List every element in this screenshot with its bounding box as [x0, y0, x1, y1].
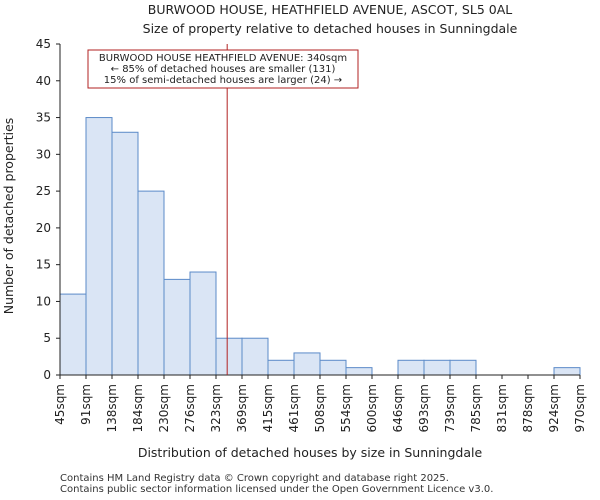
histogram-bar [553, 367, 581, 376]
x-tick-label: 693sqm [417, 384, 431, 432]
annotation-line-1: BURWOOD HOUSE HEATHFIELD AVENUE: 340sqm [99, 53, 347, 64]
histogram-bar [397, 359, 425, 376]
footer-licence: Contains public sector information licen… [60, 484, 494, 495]
x-tick-label: 323sqm [209, 384, 223, 432]
y-axis: 0 5 10 15 20 25 30 35 40 45 [36, 37, 61, 382]
x-tick-label: 739sqm [443, 384, 457, 432]
y-tick-label: 20 [36, 221, 51, 235]
histogram-bar [319, 359, 347, 376]
x-tick-label: 646sqm [391, 384, 405, 432]
x-tick-label: 785sqm [469, 384, 483, 432]
x-tick-label: 970sqm [573, 384, 587, 432]
x-tick-label: 415sqm [261, 384, 275, 432]
footer-copyright: Contains HM Land Registry data © Crown c… [60, 473, 449, 484]
chart-subtitle: Size of property relative to detached ho… [143, 21, 518, 36]
x-tick-label: 878sqm [521, 384, 535, 432]
x-axis: 45sqm 91sqm 138sqm 184sqm 230sqm 276sqm 323sqm… [53, 374, 587, 432]
histogram-bar [267, 359, 295, 376]
x-tick-label: 45sqm [53, 384, 67, 425]
histogram-bar [189, 271, 217, 376]
annotation-line-3: 15% of semi-detached houses are larger (… [104, 75, 342, 86]
x-tick-label: 461sqm [287, 384, 301, 432]
x-tick-label: 276sqm [183, 384, 197, 432]
histogram-bar [163, 278, 191, 376]
x-tick-label: 184sqm [131, 384, 145, 432]
y-tick-label: 5 [43, 331, 51, 345]
annotation-box: BURWOOD HOUSE HEATHFIELD AVENUE: 340sqm … [87, 49, 359, 89]
y-axis-label: Number of detached properties [1, 118, 16, 315]
x-tick-label: 508sqm [313, 384, 327, 432]
x-tick-label: 91sqm [79, 384, 93, 425]
y-tick-label: 0 [43, 368, 51, 382]
x-tick-label: 831sqm [495, 384, 509, 432]
histogram-bar [293, 352, 321, 376]
annotation-line-2: ← 85% of detached houses are smaller (13… [111, 64, 336, 75]
histogram-bar [59, 293, 87, 376]
histogram-bar [85, 117, 113, 376]
y-tick-label: 30 [36, 147, 51, 161]
x-tick-label: 369sqm [235, 384, 249, 432]
histogram-bar [215, 337, 243, 376]
chart-title: BURWOOD HOUSE, HEATHFIELD AVENUE, ASCOT,… [148, 2, 512, 17]
y-tick-label: 15 [36, 258, 51, 272]
histogram-bar [345, 367, 373, 376]
y-tick-label: 35 [36, 111, 51, 125]
histogram-bar [137, 190, 165, 376]
x-tick-label: 600sqm [365, 384, 379, 432]
y-tick-label: 45 [36, 37, 51, 51]
x-tick-label: 554sqm [339, 384, 353, 432]
y-tick-label: 10 [36, 294, 51, 308]
histogram-bar [111, 131, 139, 376]
x-axis-label: Distribution of detached houses by size … [138, 445, 483, 460]
annotation-border [87, 49, 359, 89]
y-tick-label: 40 [36, 74, 51, 88]
bars-group [59, 117, 581, 376]
x-tick-label: 924sqm [547, 384, 561, 432]
histogram-bar [449, 359, 477, 376]
histogram-bar [241, 337, 269, 376]
x-tick-label: 138sqm [105, 384, 119, 432]
x-tick-label: 230sqm [157, 384, 171, 432]
y-tick-label: 25 [36, 184, 51, 198]
histogram-bar [423, 359, 451, 376]
